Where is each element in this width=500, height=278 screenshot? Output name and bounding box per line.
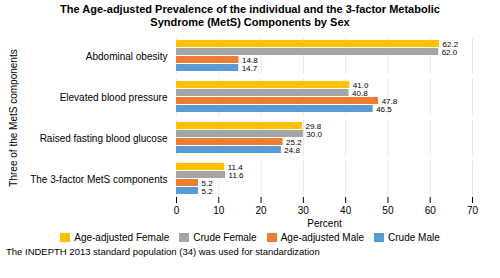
svg-text:10: 10 [213, 205, 225, 216]
svg-text:24.8: 24.8 [284, 146, 300, 155]
svg-text:Raised fasting blood glucose: Raised fasting blood glucose [40, 133, 168, 144]
svg-text:62.0: 62.0 [442, 48, 458, 57]
svg-text:11.4: 11.4 [227, 162, 243, 172]
svg-text:20: 20 [256, 205, 268, 216]
html-text:The INDEPTH 2013 standard popu: The INDEPTH 2013 standard population (34… [6, 246, 320, 257]
html-text:The Age-adjusted Prevalence of: The Age-adjusted Prevalence of the indiv… [60, 3, 440, 28]
html-text:Crude Female: Crude Female [193, 232, 257, 243]
svg-text:47.8: 47.8 [381, 96, 398, 106]
svg-text:29.8: 29.8 [305, 121, 322, 131]
svg-text:11.6: 11.6 [229, 171, 245, 180]
svg-text:0: 0 [174, 205, 180, 216]
svg-text:62.2: 62.2 [442, 39, 459, 49]
html-text:Age-adjusted Male: Age-adjusted Male [280, 232, 364, 243]
svg-text:The 3-factor MetS components: The 3-factor MetS components [30, 174, 167, 185]
html-text:Age-adjusted Female: Age-adjusted Female [74, 232, 170, 243]
svg-text:41.0: 41.0 [352, 80, 369, 90]
svg-text:40.8: 40.8 [352, 89, 368, 98]
svg-text:30: 30 [298, 205, 310, 216]
svg-text:14.8: 14.8 [242, 55, 258, 65]
svg-text:14.7: 14.7 [242, 64, 258, 73]
svg-text:25.2: 25.2 [286, 137, 302, 147]
svg-text:60: 60 [425, 205, 437, 216]
svg-text:Abdominal obesity: Abdominal obesity [86, 51, 168, 62]
svg-text:40: 40 [340, 205, 352, 216]
svg-text:30.0: 30.0 [306, 130, 322, 139]
svg-text:5.2: 5.2 [201, 178, 213, 188]
html-text:Crude Male: Crude Male [388, 232, 440, 243]
svg-text:Elevated blood pressure: Elevated blood pressure [60, 92, 168, 103]
svg-text:70: 70 [467, 205, 479, 216]
svg-text:Percent: Percent [307, 218, 342, 229]
svg-text:46.5: 46.5 [376, 105, 392, 114]
svg-text:Three of the MetS components: Three of the MetS components [8, 49, 19, 186]
svg-text:5.2: 5.2 [201, 187, 213, 196]
svg-text:50: 50 [382, 205, 394, 216]
